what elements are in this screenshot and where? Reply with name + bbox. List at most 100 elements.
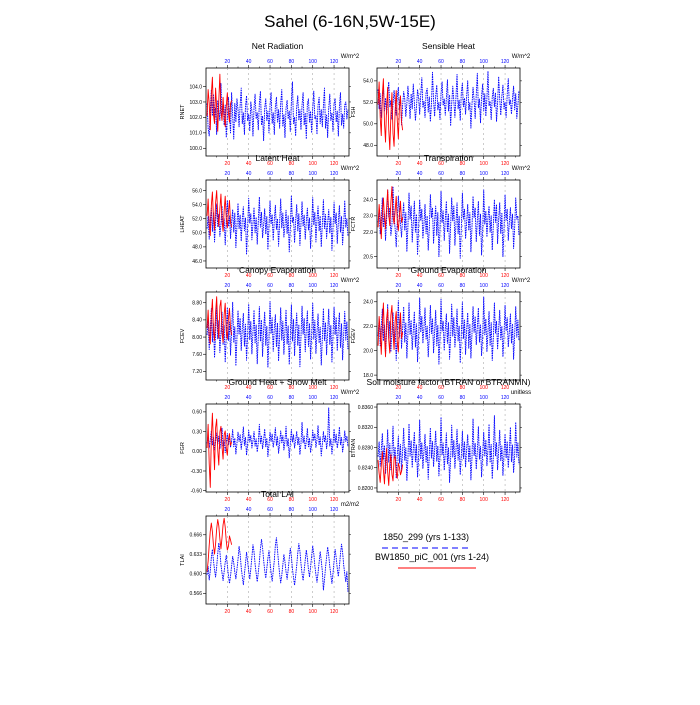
panel-units: unitless [511,390,531,396]
bottom-x-tick-label: 40 [417,273,423,279]
bottom-x-tick-label: 80 [289,497,295,503]
top-x-tick-label: 40 [246,59,252,65]
bottom-x-tick-label: 20 [225,161,231,167]
series-line-experiment [206,296,233,345]
top-x-tick-label: 60 [438,283,444,289]
top-x-tick-label: 120 [501,283,510,289]
bottom-x-tick-label: 100 [480,161,489,167]
plot-frame [205,179,350,269]
bottom-x-tick-label: 60 [438,161,444,167]
y-axis-label: BTRAN [351,439,357,458]
panel-units: W/m^2 [512,54,531,60]
bottom-x-tick-label: 20 [396,385,402,391]
series-line-control [206,81,349,142]
plot-frame [205,403,350,493]
y-tick-label: 100.0 [189,146,202,152]
panel-title: Latent Heat [256,153,301,163]
top-x-tick-label: 60 [438,171,444,177]
top-x-tick-label: 120 [330,395,339,401]
plot-frame [376,67,521,157]
bottom-x-tick-label: 40 [246,497,252,503]
top-x-tick-label: 20 [225,59,231,65]
top-x-tick-label: 40 [417,59,423,65]
y-tick-label: 48.0 [192,245,202,251]
panel-title: Soil moisture factor (BTRAN or BTRANMN) [367,377,531,387]
y-tick-label: 50.0 [363,122,373,128]
plot-frame [376,179,521,269]
panel-units: W/m^2 [341,278,360,284]
top-x-tick-label: 40 [417,395,423,401]
y-axis-label: RNET [180,104,186,120]
panel-units: W/m^2 [341,390,360,396]
top-x-tick-label: 120 [330,59,339,65]
bottom-x-tick-label: 60 [267,385,273,391]
top-x-tick-label: 100 [309,171,318,177]
bottom-x-tick-label: 60 [267,609,273,615]
bottom-x-tick-label: 20 [225,273,231,279]
bottom-x-tick-label: 60 [438,385,444,391]
panel-transpiration: Transpiration W/m^2 20 40 60 80 100 120 20 40 60 80… [351,153,531,279]
y-tick-label: 7.20 [192,369,202,375]
series-line-control [377,296,520,365]
bottom-x-tick-label: 40 [417,497,423,503]
series-line-control [206,537,349,592]
bottom-x-tick-label: 60 [438,497,444,503]
series-line-experiment [377,78,404,151]
bottom-x-tick-label: 80 [460,497,466,503]
bottom-x-tick-label: 20 [396,497,402,503]
top-x-tick-label: 80 [460,171,466,177]
bottom-x-tick-label: 100 [309,161,318,167]
panel-net-radiation: Net Radiation W/m^2 20 40 60 80 100 120 20 40 60 80… [180,41,360,167]
panel-canopy-evaporation: Canopy Evaporation W/m^2 20 40 60 80 100 120 20 4… [180,265,360,391]
top-x-tick-label: 20 [225,283,231,289]
top-x-tick-label: 120 [330,507,339,513]
top-x-tick-label: 20 [225,171,231,177]
bottom-x-tick-label: 20 [225,497,231,503]
panel-units: W/m^2 [341,54,360,60]
series-line-control [206,300,349,368]
bottom-x-tick-label: 120 [330,161,339,167]
y-tick-label: 0.8280 [358,445,374,451]
panel-title: Net Radiation [252,41,304,51]
panel-units: W/m^2 [512,278,531,284]
bottom-x-tick-label: 80 [289,161,295,167]
series-line-experiment [206,190,233,237]
plot-frame [376,291,521,381]
top-x-tick-label: 60 [267,507,273,513]
bottom-x-tick-label: 120 [501,497,510,503]
bottom-x-tick-label: 80 [460,273,466,279]
bottom-x-tick-label: 80 [289,385,295,391]
bottom-x-tick-label: 40 [246,609,252,615]
y-axis-label: FSH [351,106,357,117]
bottom-x-tick-label: 40 [417,161,423,167]
top-x-tick-label: 120 [501,395,510,401]
series-line-experiment [206,412,233,488]
top-x-tick-label: 80 [289,283,295,289]
y-tick-label: 0.8200 [358,486,374,492]
y-tick-label: 0.00 [192,449,202,455]
top-x-tick-label: 120 [330,283,339,289]
bottom-x-tick-label: 60 [438,273,444,279]
y-tick-label: 22.0 [363,324,373,330]
y-axis-label: FGEV [351,328,357,343]
bottom-x-tick-label: 80 [460,385,466,391]
top-x-tick-label: 100 [480,171,489,177]
bottom-x-tick-label: 40 [246,385,252,391]
bottom-x-tick-label: 120 [330,385,339,391]
y-tick-label: 22.0 [363,230,373,236]
panel-grid: Net Radiation W/m^2 20 40 60 80 100 120 20 40 60 80… [180,41,531,615]
top-x-tick-label: 60 [267,59,273,65]
panel-title: Canopy Evaporation [239,265,316,275]
y-tick-label: 52.0 [363,100,373,106]
plot-frame [205,515,350,605]
bottom-x-tick-label: 80 [289,273,295,279]
figure-title: Sahel (6-16N,5W-15E) [264,12,436,31]
y-axis-label: TLAI [180,554,186,566]
panel-latent-heat: Latent Heat W/m^2 20 40 60 80 100 120 20 40 60 80 10… [180,153,360,279]
bottom-x-tick-label: 120 [330,273,339,279]
panel-ground-heat-snow-melt: Ground Heat + Snow Melt W/m^2 20 40 60 80 100 1… [180,377,360,503]
bottom-x-tick-label: 80 [460,161,466,167]
top-x-tick-label: 40 [417,283,423,289]
plot-frame [205,291,350,381]
